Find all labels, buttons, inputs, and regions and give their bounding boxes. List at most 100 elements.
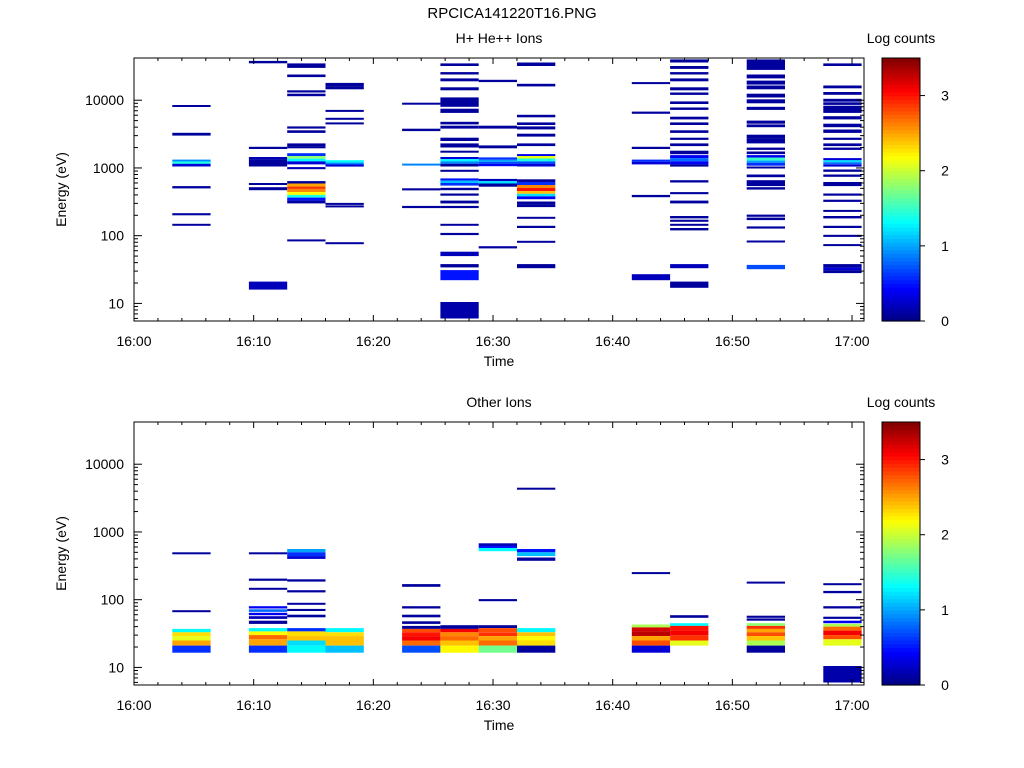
colorbar-segment [882,178,920,183]
colorbar-segment [882,500,920,506]
heatmap-cell [517,133,556,137]
colorbar-segment [882,628,920,633]
heatmap-cell [172,163,211,167]
heatmap-cell [823,105,862,113]
heatmap-cell [517,161,556,164]
colorbar-segment [882,647,920,652]
colorbar-segment [882,587,920,592]
heatmap-cell [287,183,326,187]
heatmap-cell [517,225,556,228]
heatmap-cell [478,161,517,164]
colorbar-segment [882,602,920,607]
heatmap-cell [823,143,862,147]
colorbar-segment [882,163,920,168]
heatmap-cell [440,121,479,125]
heatmap-cell [746,645,785,653]
heatmap-cell [517,114,556,118]
colorbar-segment [882,617,920,622]
heatmap-cell [823,264,862,268]
heatmap-cell [746,180,785,183]
heatmap-cell [440,193,479,196]
x-tick-label: 16:10 [236,697,271,713]
heatmap-cell [746,74,785,79]
heatmap-cell [440,270,479,281]
colorbar-segment [882,65,920,70]
colorbar-segment [882,238,920,243]
heatmap-cell [517,156,556,159]
heatmap-cell [670,625,709,631]
colorbar-segment [882,538,920,543]
heatmap-cells [172,59,862,319]
heatmap-cell [746,618,785,621]
heatmap-cell [670,623,709,626]
heatmap-cell [746,581,785,584]
heatmap-cell [440,205,479,209]
colorbar-segment [882,219,920,224]
heatmap-cell [746,80,785,85]
heatmap-cell [287,602,326,605]
colorbar-segment [882,463,920,468]
x-tick-label: 17:00 [835,697,870,713]
colorbar-segment [882,598,920,603]
heatmap-cell [440,72,479,75]
heatmap-cell [823,85,862,89]
colorbar-segment [882,576,920,581]
y-tick-label: 10 [108,659,124,675]
heatmap-cell [517,201,556,205]
y-tick-label: 10 [108,295,124,311]
heatmap-cell [402,640,441,646]
heatmap-cell [440,108,479,113]
x-axis-label: Time [484,353,515,369]
heatmap-cell [440,232,479,236]
colorbar-segment [882,512,920,517]
colorbar-segment [882,99,920,104]
colorbar-segment [882,129,920,134]
colorbar-segment [882,425,920,431]
colorbar-segment [882,313,920,318]
heatmap-cell [517,179,556,182]
heatmap-cell [823,209,862,212]
colorbar-segment [882,493,920,498]
colorbar-segment [882,193,920,198]
heatmap-cell [287,158,326,162]
colorbar-segment [882,200,920,206]
heatmap-cell [402,625,441,629]
heatmap-cell [440,78,479,82]
heatmap-cell [172,552,211,555]
colorbar-segment [882,61,920,67]
heatmap-cell [631,645,671,653]
heatmap-cell [517,636,556,641]
heatmap-cell [670,281,709,288]
heatmap-cell [287,186,326,189]
x-tick-label: 16:50 [715,333,750,349]
heatmap-cell [670,59,709,63]
heatmap-cell [746,157,785,161]
heatmap-cell [478,125,517,129]
heatmap-cell [670,150,709,155]
heatmap-cell [287,631,326,637]
heatmap-cell [402,606,441,609]
heatmap-cell [248,159,288,167]
heatmap-cell [325,82,364,87]
y-axis-label: Energy (eV) [53,152,69,227]
colorbar-segment [882,478,920,483]
heatmap-cell [823,169,862,172]
heatmap-cell [823,92,862,95]
heatmap-cell [325,645,364,653]
heatmap-cell [172,640,211,646]
colorbar-segment [882,681,920,686]
heatmap-cell [440,143,479,148]
heatmap-cell [478,183,517,187]
colorbar-segment [882,151,920,157]
heatmap-cell [248,183,288,185]
colorbar-segment [882,133,920,138]
colorbar-tick-label: 2 [941,527,949,543]
heatmap-cell [287,126,326,129]
heatmap-cell [172,645,211,653]
heatmap-cell [440,632,479,637]
colorbar-segment [882,95,920,100]
heatmap-cell [517,185,556,188]
heatmap-cell [746,93,785,98]
colorbar-segment [882,474,920,479]
heatmap-cell [823,225,862,228]
